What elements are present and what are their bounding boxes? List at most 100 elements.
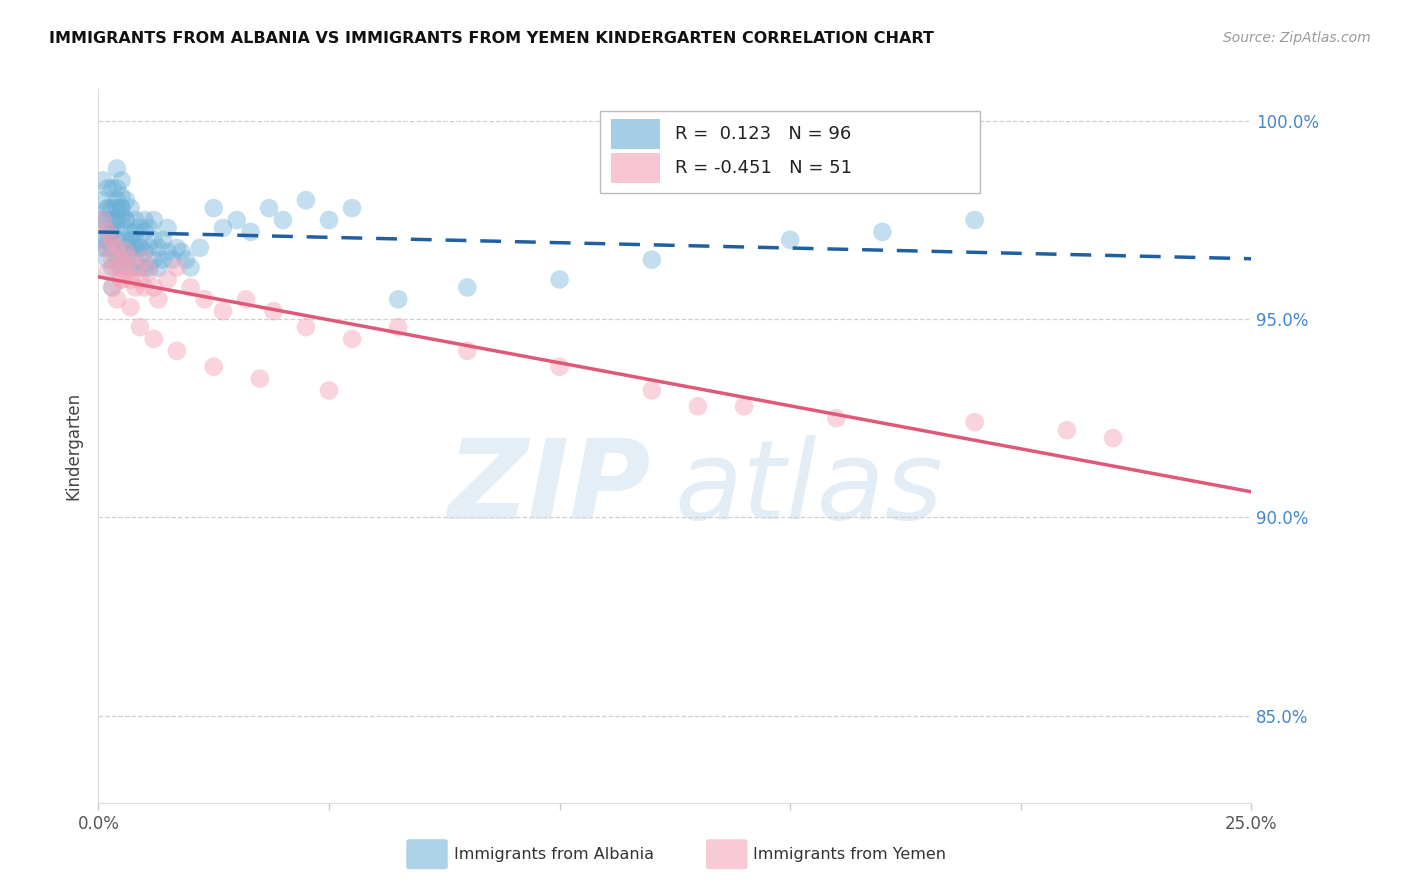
Point xyxy=(779,233,801,247)
Point xyxy=(101,213,124,227)
Point xyxy=(257,201,280,215)
Point xyxy=(170,244,193,259)
Point xyxy=(124,241,146,255)
Point xyxy=(263,304,285,318)
Point xyxy=(174,252,197,267)
Point xyxy=(124,233,146,247)
Point xyxy=(101,201,124,215)
Point xyxy=(963,213,986,227)
Point xyxy=(138,221,160,235)
Point xyxy=(97,201,120,215)
Point xyxy=(456,343,478,358)
Point xyxy=(110,272,132,286)
Point xyxy=(295,320,318,334)
Point xyxy=(148,241,170,255)
Point xyxy=(318,213,340,227)
Point xyxy=(120,272,142,286)
Point xyxy=(142,213,165,227)
Point xyxy=(160,252,183,267)
Point xyxy=(148,293,170,307)
Point xyxy=(120,300,142,314)
Point xyxy=(129,241,152,255)
Text: atlas: atlas xyxy=(675,435,943,542)
Point xyxy=(110,173,132,187)
Point xyxy=(202,359,225,374)
Point xyxy=(115,233,138,247)
Point xyxy=(1102,431,1125,445)
Point xyxy=(225,213,247,227)
Point xyxy=(148,260,170,275)
Point xyxy=(340,332,363,346)
Point xyxy=(271,213,294,227)
Point xyxy=(340,201,363,215)
Point xyxy=(134,213,156,227)
Point xyxy=(733,400,755,414)
Point xyxy=(105,181,128,195)
Point xyxy=(249,371,271,385)
Point xyxy=(166,343,188,358)
Point xyxy=(295,193,318,207)
Point xyxy=(138,241,160,255)
Point xyxy=(105,260,128,275)
Point xyxy=(239,225,262,239)
Point xyxy=(129,241,152,255)
Point xyxy=(152,252,174,267)
Point xyxy=(142,233,165,247)
FancyBboxPatch shape xyxy=(612,153,659,184)
Text: R =  0.123   N = 96: R = 0.123 N = 96 xyxy=(675,125,851,143)
Point xyxy=(97,241,120,255)
Point xyxy=(91,233,114,247)
Point xyxy=(152,233,174,247)
Point xyxy=(129,320,152,334)
Point xyxy=(212,221,235,235)
Point xyxy=(91,241,114,255)
Point xyxy=(202,201,225,215)
Point xyxy=(97,241,120,255)
Point xyxy=(129,272,152,286)
Point xyxy=(180,280,202,294)
Point xyxy=(91,193,114,207)
Point xyxy=(97,213,120,227)
Point xyxy=(120,260,142,275)
Point xyxy=(142,280,165,294)
Point xyxy=(91,213,114,227)
Point xyxy=(235,293,257,307)
Point xyxy=(115,252,138,267)
Point xyxy=(101,280,124,294)
FancyBboxPatch shape xyxy=(406,839,447,869)
Point xyxy=(91,173,114,187)
Point xyxy=(105,213,128,227)
Point xyxy=(212,304,235,318)
Point xyxy=(115,241,138,255)
FancyBboxPatch shape xyxy=(612,120,659,149)
Point xyxy=(134,260,156,275)
Point xyxy=(872,225,894,239)
Text: Immigrants from Yemen: Immigrants from Yemen xyxy=(754,847,946,862)
Point xyxy=(97,264,120,278)
Point xyxy=(97,252,120,267)
Point xyxy=(110,209,132,223)
Point xyxy=(129,260,152,275)
Point xyxy=(101,233,124,247)
Point xyxy=(101,225,124,239)
Point xyxy=(101,252,124,267)
Point xyxy=(124,225,146,239)
Point xyxy=(548,359,571,374)
Point xyxy=(105,201,128,215)
Point xyxy=(180,260,202,275)
Point xyxy=(387,320,409,334)
Point xyxy=(124,213,146,227)
Point xyxy=(142,332,165,346)
Point xyxy=(156,244,179,259)
Point xyxy=(120,233,142,247)
Point xyxy=(91,213,114,227)
Point xyxy=(456,280,478,294)
Point xyxy=(124,260,146,275)
Point xyxy=(110,252,132,267)
Point xyxy=(101,181,124,195)
Text: ZIP: ZIP xyxy=(449,435,652,542)
Point xyxy=(166,260,188,275)
Point xyxy=(166,241,188,255)
Point xyxy=(120,244,142,259)
Point xyxy=(97,225,120,239)
